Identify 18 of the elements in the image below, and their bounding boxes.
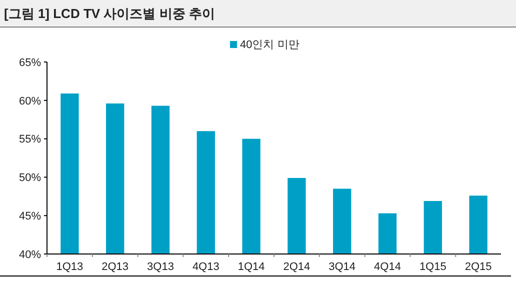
legend-label: 40인치 미만 (240, 39, 300, 51)
y-tick-label: 40% (18, 248, 42, 261)
x-tick-label: 4Q13 (192, 261, 220, 273)
y-tick-label: 55% (18, 134, 42, 146)
x-tick-label: 1Q13 (56, 261, 84, 273)
x-tick-label: 4Q14 (374, 261, 401, 273)
x-tick-label: 1Q15 (419, 261, 446, 273)
chart-title: [그림 1] LCD TV 사이즈별 비중 추이 (4, 6, 215, 21)
x-tick-label: 2Q13 (102, 261, 129, 273)
x-tick-label: 1Q14 (238, 261, 265, 273)
x-tick-label: 3Q14 (328, 261, 356, 273)
x-tick-label: 2Q14 (283, 261, 310, 273)
y-tick-label: 60% (18, 95, 42, 108)
x-tick-label: 2Q15 (464, 261, 492, 273)
y-tick-label: 50% (18, 172, 42, 184)
y-tick-label: 45% (18, 210, 42, 222)
x-tick-label: 3Q13 (147, 261, 174, 273)
y-tick-label: 65% (18, 56, 42, 69)
